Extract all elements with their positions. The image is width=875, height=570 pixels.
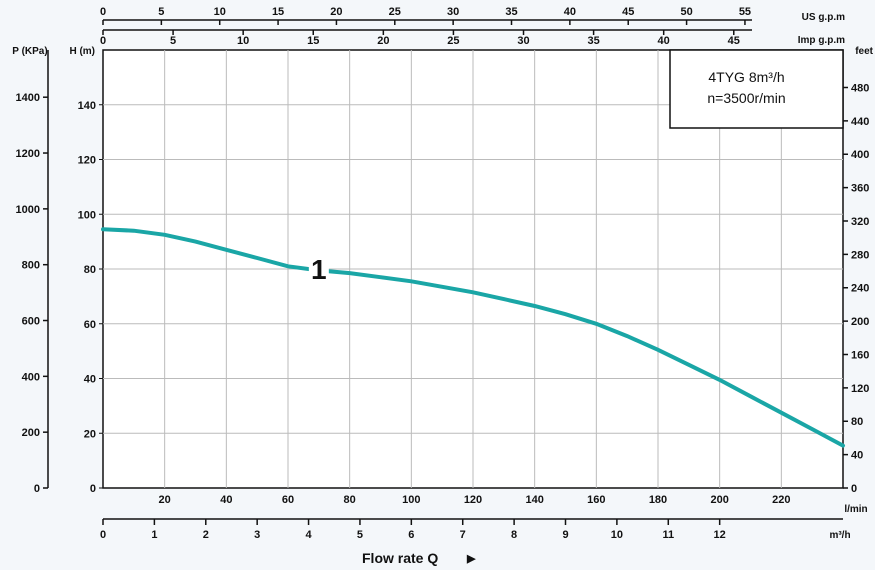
tick-label-m3h: 9 [562, 529, 568, 541]
tick-label-impgpm: 0 [100, 35, 106, 47]
tick-label-impgpm: 20 [377, 35, 389, 47]
tick-label-m3h: 8 [511, 529, 517, 541]
x-axis-title: Flow rate Q [362, 550, 438, 566]
tick-label-feet: 200 [851, 316, 869, 328]
tick-label-m3h: 3 [254, 529, 260, 541]
tick-label-usgpm: 35 [505, 6, 517, 18]
tick-label-lmin: 140 [525, 494, 543, 506]
tick-label-usgpm: 50 [680, 6, 692, 18]
tick-label-head: 60 [84, 319, 96, 331]
tick-label-pressure: 1400 [16, 92, 40, 104]
tick-label-lmin: 160 [587, 494, 605, 506]
tick-label-head: 100 [78, 209, 96, 221]
curve-label-bg [308, 253, 329, 281]
tick-label-head: 20 [84, 428, 96, 440]
tick-label-feet: 480 [851, 82, 869, 94]
tick-label-usgpm: 40 [564, 6, 576, 18]
tick-label-feet: 120 [851, 383, 869, 395]
tick-label-head: 80 [84, 264, 96, 276]
tick-label-lmin: 40 [220, 494, 232, 506]
tick-label-usgpm: 55 [739, 6, 751, 18]
tick-label-impgpm: 40 [658, 35, 670, 47]
tick-label-pressure: 800 [22, 260, 40, 272]
tick-label-pressure: 200 [22, 427, 40, 439]
axis-label-impgpm: Imp g.p.m [798, 35, 845, 46]
axis-ticks [43, 19, 848, 525]
tick-label-feet: 160 [851, 349, 869, 361]
tick-label-usgpm: 20 [330, 6, 342, 18]
tick-label-usgpm: 0 [100, 6, 106, 18]
tick-label-feet: 440 [851, 116, 869, 128]
tick-label-feet: 320 [851, 216, 869, 228]
tick-label-m3h: 6 [408, 529, 414, 541]
tick-label-m3h: 0 [100, 529, 106, 541]
axis-label-m3h: m³/h [829, 530, 850, 541]
info-title: 4TYG 8m³/h [708, 69, 784, 85]
tick-label-lmin: 80 [344, 494, 356, 506]
axis-label-lmin: l/min [844, 504, 867, 515]
info-box [669, 49, 844, 129]
tick-label-usgpm: 5 [158, 6, 164, 18]
tick-label-head: 0 [90, 483, 96, 495]
tick-label-lmin: 180 [649, 494, 667, 506]
tick-label-head: 140 [78, 100, 96, 112]
series-line-1 [101, 227, 845, 448]
axis-label-head: H (m) [69, 46, 95, 57]
tick-label-m3h: 2 [203, 529, 209, 541]
tick-label-lmin: 200 [710, 494, 728, 506]
tick-label-pressure: 1000 [16, 204, 40, 216]
x-axis-arrow-icon: ▶ [466, 553, 476, 565]
tick-label-feet: 80 [851, 416, 863, 428]
tick-label-feet: 360 [851, 183, 869, 195]
tick-label-m3h: 7 [460, 529, 466, 541]
tick-label-feet: 0 [851, 483, 857, 495]
curve-label: 1 [311, 254, 327, 285]
tick-label-lmin: 100 [402, 494, 420, 506]
tick-label-impgpm: 15 [307, 35, 319, 47]
axis-label-usgpm: US g.p.m [802, 12, 845, 23]
tick-label-impgpm: 10 [237, 35, 249, 47]
tick-label-lmin: 220 [772, 494, 790, 506]
tick-label-lmin: 120 [464, 494, 482, 506]
tick-label-head: 120 [78, 155, 96, 167]
axis-label-feet: feet [855, 46, 873, 57]
tick-label-pressure: 0 [34, 483, 40, 495]
tick-label-impgpm: 45 [728, 35, 740, 47]
tick-label-pressure: 400 [22, 371, 40, 383]
tick-label-feet: 40 [851, 450, 863, 462]
tick-label-usgpm: 45 [622, 6, 634, 18]
tick-label-feet: 400 [851, 149, 869, 161]
tick-label-impgpm: 30 [517, 35, 529, 47]
tick-label-feet: 280 [851, 249, 869, 261]
tick-label-feet: 240 [851, 283, 869, 295]
tick-label-m3h: 11 [662, 529, 674, 541]
tick-label-usgpm: 30 [447, 6, 459, 18]
tick-label-usgpm: 15 [272, 6, 284, 18]
tick-label-usgpm: 10 [214, 6, 226, 18]
tick-label-pressure: 1200 [16, 148, 40, 160]
tick-label-lmin: 20 [159, 494, 171, 506]
tick-label-lmin: 60 [282, 494, 294, 506]
tick-label-pressure: 600 [22, 316, 40, 328]
tick-label-impgpm: 25 [447, 35, 459, 47]
info-subtitle: n=3500r/min [707, 90, 785, 106]
tick-label-m3h: 5 [357, 529, 363, 541]
tick-label-head: 40 [84, 374, 96, 386]
tick-label-m3h: 10 [611, 529, 623, 541]
tick-label-usgpm: 25 [389, 6, 401, 18]
tick-label-impgpm: 35 [587, 35, 599, 47]
tick-label-impgpm: 5 [170, 35, 176, 47]
tick-label-m3h: 12 [714, 529, 726, 541]
tick-label-m3h: 4 [305, 529, 312, 541]
tick-label-m3h: 1 [151, 529, 157, 541]
axis-label-pressure: P (KPa) [12, 46, 47, 57]
